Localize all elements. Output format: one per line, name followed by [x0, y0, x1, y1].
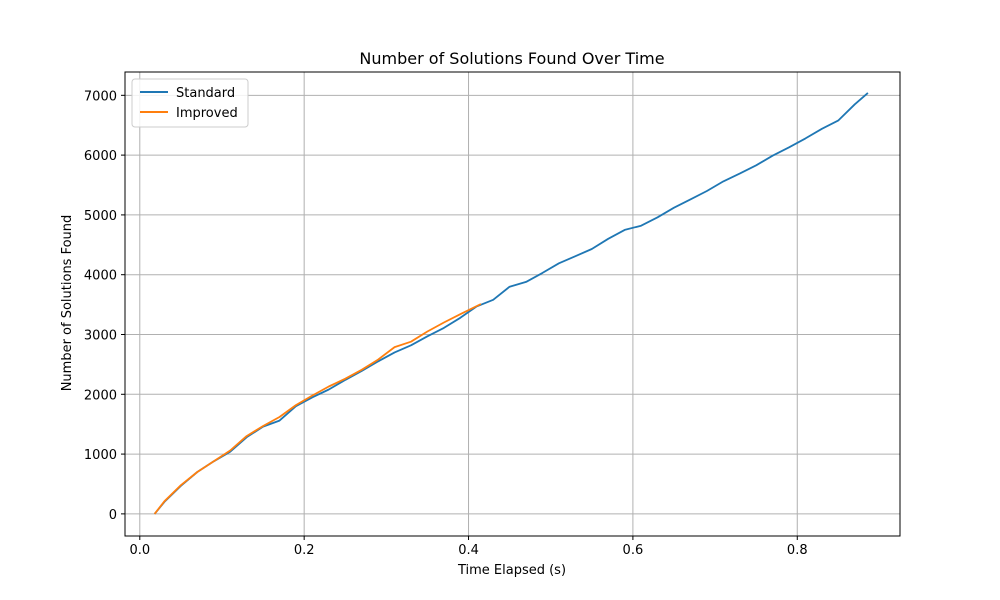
y-tick-label: 6000 [84, 149, 117, 164]
series-layer [153, 92, 869, 515]
plot-frame [124, 71, 901, 537]
x-tick-label: 0.6 [623, 543, 644, 558]
x-tick-label: 0.0 [129, 543, 150, 558]
x-tick-label: 0.4 [458, 543, 479, 558]
y-tick-label: 7000 [84, 89, 117, 104]
x-tick-label: 0.8 [787, 543, 808, 558]
y-axis: 0 1000 2000 3000 4000 5000 6000 7000 [84, 89, 125, 523]
y-tick-label: 1000 [84, 448, 117, 463]
chart-title: Number of Solutions Found Over Time [359, 49, 664, 68]
x-axis-label: Time Elapsed (s) [457, 563, 566, 578]
legend-label-improved: Improved [176, 106, 238, 121]
y-tick-label: 5000 [84, 209, 117, 224]
y-tick-label: 0 [109, 508, 117, 523]
legend: Standard Improved [131, 78, 249, 128]
series-line-standard [153, 92, 869, 515]
grid [125, 72, 900, 536]
y-axis-label: Number of Solutions Found [60, 215, 75, 392]
x-tick-label: 0.2 [294, 543, 315, 558]
series-line-improved [153, 303, 482, 515]
legend-label-standard: Standard [176, 86, 235, 101]
y-tick-label: 4000 [84, 269, 117, 284]
x-axis: 0.0 0.2 0.4 0.6 0.8 [129, 536, 808, 558]
y-tick-label: 2000 [84, 388, 117, 403]
y-tick-label: 3000 [84, 328, 117, 343]
